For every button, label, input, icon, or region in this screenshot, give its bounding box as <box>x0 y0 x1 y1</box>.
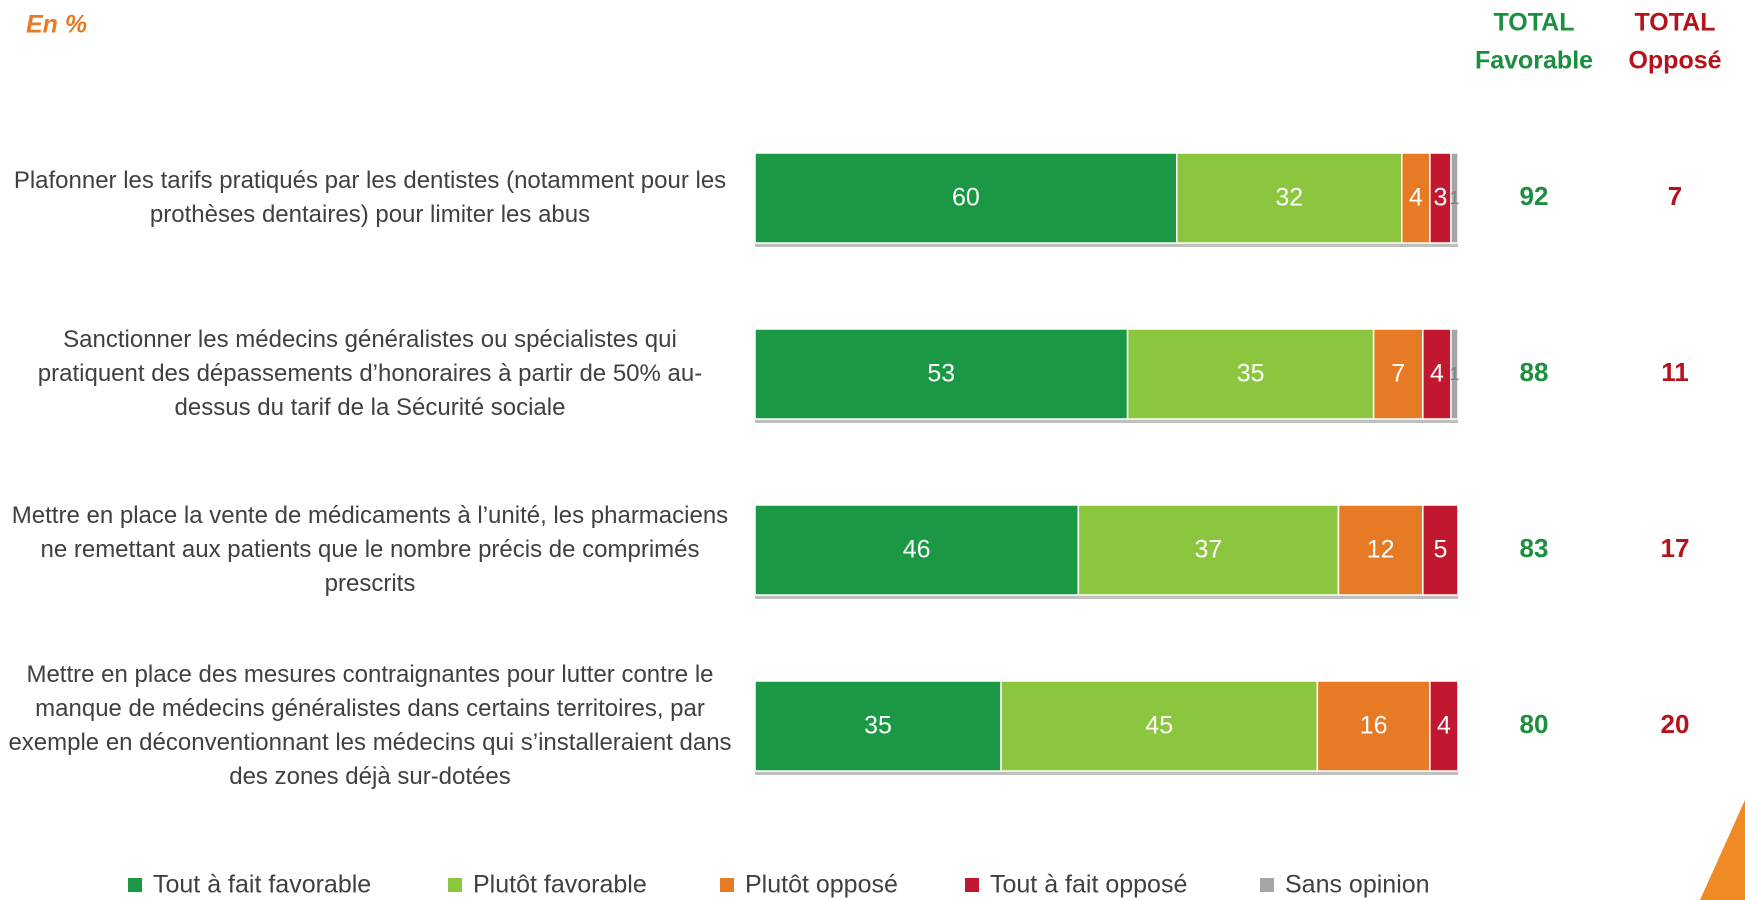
category-label: Sanctionner les médecins généralistes ou… <box>37 326 703 421</box>
value-label: 1 <box>1449 188 1459 208</box>
total-header: TOTAL <box>1634 9 1715 37</box>
bar-segment <box>754 152 1178 244</box>
legend-marker <box>965 878 979 892</box>
value-label: 16 <box>1360 712 1388 740</box>
value-label: 53 <box>927 360 955 388</box>
decoration <box>1700 800 1745 900</box>
value-label: 3 <box>1433 184 1447 212</box>
total-header: Favorable <box>1475 47 1593 75</box>
bar-segment <box>1077 504 1340 596</box>
total-value: 20 <box>1661 709 1690 739</box>
category-label: Mettre en place des mesures contraignant… <box>8 661 732 790</box>
bar-segment <box>1126 328 1375 420</box>
bar-segment <box>754 680 1002 772</box>
bar-segment <box>1316 680 1431 772</box>
bar-segment <box>754 504 1080 596</box>
value-label: 45 <box>1145 712 1173 740</box>
bar-segment <box>1176 152 1403 244</box>
value-label: 12 <box>1367 536 1395 564</box>
value-label: 37 <box>1195 536 1223 564</box>
legend-marker <box>1260 878 1274 892</box>
total-value: 7 <box>1668 181 1682 211</box>
bar-segment <box>1422 504 1459 596</box>
legend-label: Plutôt favorable <box>473 871 647 899</box>
legend-label: Tout à fait opposé <box>990 871 1187 899</box>
total-value: 92 <box>1520 181 1549 211</box>
legend-label: Tout à fait favorable <box>153 871 371 899</box>
legend-label: Sans opinion <box>1285 871 1430 899</box>
total-header: TOTAL <box>1493 9 1574 37</box>
total-value: 17 <box>1661 533 1690 563</box>
bar-shadow <box>755 771 1458 775</box>
value-label: 4 <box>1409 184 1423 212</box>
bar-shadow <box>755 419 1458 423</box>
legend-marker <box>448 878 462 892</box>
bar-shadow <box>755 243 1458 247</box>
value-label: 35 <box>1237 360 1265 388</box>
value-label: 1 <box>1449 364 1459 384</box>
bar-segment <box>1429 680 1459 772</box>
legend-label: Plutôt opposé <box>745 871 898 899</box>
total-value: 11 <box>1661 357 1689 387</box>
value-label: 4 <box>1437 712 1451 740</box>
total-value: 83 <box>1520 533 1549 563</box>
total-value: 88 <box>1520 357 1549 387</box>
value-label: 32 <box>1275 184 1303 212</box>
bar-segment <box>1450 328 1459 420</box>
category-label: Plafonner les tarifs pratiqués par les d… <box>13 167 727 228</box>
bar-segment <box>1337 504 1424 596</box>
bar-segment <box>1450 152 1459 244</box>
value-label: 35 <box>864 712 892 740</box>
legend-marker <box>720 878 734 892</box>
bar-segment <box>1000 680 1319 772</box>
value-label: 7 <box>1391 360 1405 388</box>
bar-shadow <box>755 595 1458 599</box>
legend-marker <box>128 878 142 892</box>
bar-segment <box>754 328 1129 420</box>
value-label: 46 <box>903 536 931 564</box>
total-header: Opposé <box>1628 47 1721 75</box>
category-label: Mettre en place la vente de médicaments … <box>11 502 729 597</box>
value-label: 4 <box>1430 360 1444 388</box>
total-value: 80 <box>1520 709 1549 739</box>
subtitle: En % <box>26 11 87 39</box>
value-label: 60 <box>952 184 980 212</box>
value-label: 5 <box>1433 536 1447 564</box>
bar-segment <box>1372 328 1424 420</box>
